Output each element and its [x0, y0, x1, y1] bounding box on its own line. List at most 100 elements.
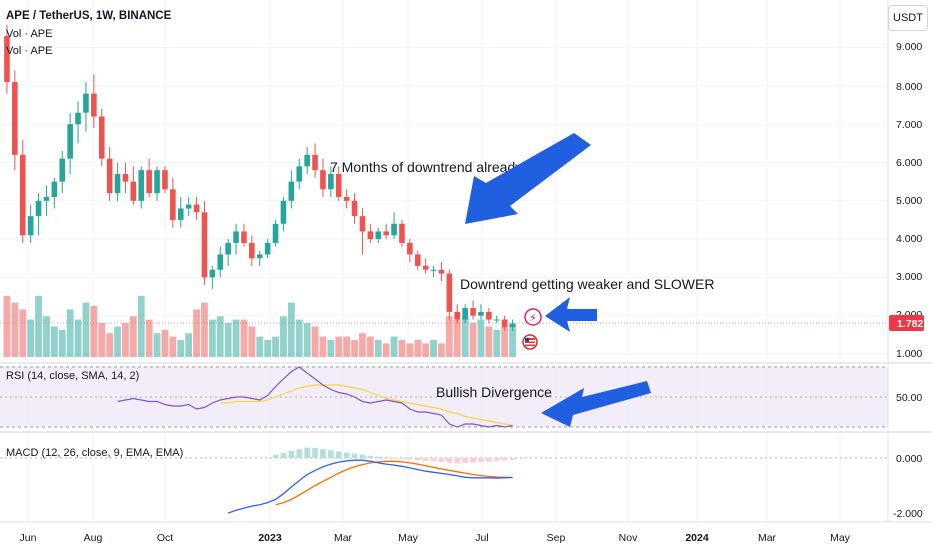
macd-histogram-bar — [462, 458, 468, 464]
arrow-downtrend[interactable] — [465, 133, 591, 224]
volume-bar — [430, 340, 437, 357]
macd-histogram-bar — [288, 450, 295, 458]
candle-body — [35, 200, 42, 217]
candle-body — [217, 254, 224, 270]
macd-histogram-bar — [422, 458, 429, 461]
chart-title[interactable]: APE / TetherUS, 1W, BINANCE — [6, 10, 172, 22]
volume-bar — [201, 302, 208, 357]
annotation-divergence[interactable]: Bullish Divergence — [436, 384, 552, 400]
candle-body — [478, 311, 484, 316]
volume-bar — [390, 336, 398, 357]
annotation-weaker[interactable]: Downtrend getting weaker and SLOWER — [460, 276, 714, 292]
volume-series — [3, 295, 516, 357]
time-label: Jul — [475, 532, 488, 544]
candle-body — [328, 173, 334, 190]
candle-body — [146, 170, 152, 194]
volume-bar — [264, 340, 272, 357]
volume-bar — [303, 323, 311, 357]
price-axis[interactable]: 9.000 8.000 7.000 6.000 5.000 4.000 3.00… — [889, 41, 924, 360]
candle-body — [233, 231, 239, 243]
macd-histogram-bar — [486, 458, 492, 462]
price-tick: 8.000 — [896, 81, 922, 93]
macd-histogram-bar — [470, 458, 476, 463]
arrow-weaker[interactable] — [545, 297, 597, 332]
time-label: Aug — [84, 532, 103, 544]
macd-histogram-bar — [335, 451, 342, 458]
dividend-marker-icon[interactable] — [524, 308, 542, 326]
time-label: Jun — [20, 532, 37, 544]
volume-bar — [493, 329, 501, 357]
volume-bar — [469, 323, 477, 357]
time-label: Oct — [157, 532, 173, 544]
candle-body — [59, 158, 66, 182]
macd-tick: -2.000 — [893, 508, 923, 520]
candle-body — [375, 231, 382, 240]
volume-bar — [422, 343, 430, 357]
macd-histogram-bar — [367, 455, 374, 458]
time-label: May — [398, 532, 419, 544]
candle-body — [241, 231, 247, 243]
price-tick: 6.000 — [896, 157, 922, 169]
volume-bar — [335, 336, 343, 357]
candle-body — [209, 269, 216, 278]
candle-body — [91, 93, 97, 117]
candle-body — [75, 112, 81, 125]
macd-histogram-bar — [328, 450, 334, 458]
us-flag-stripes — [525, 343, 535, 345]
volume-bar — [224, 323, 232, 357]
volume-bar — [58, 329, 66, 357]
volume-bar — [11, 302, 19, 357]
candle-body — [383, 231, 389, 236]
volume-bar — [248, 326, 256, 357]
volume-indicator-label[interactable]: Vol · APE — [6, 28, 53, 40]
candle-body — [130, 181, 137, 201]
volume-bar — [453, 319, 461, 357]
time-axis[interactable]: Jun Aug Oct 2023 Mar May Jul Sep Nov 202… — [20, 532, 851, 544]
arrow-divergence[interactable] — [541, 381, 651, 427]
volume-bar — [161, 329, 169, 357]
candle-body — [343, 196, 350, 201]
macd-histogram-bar — [493, 458, 500, 462]
rsi-series — [117, 366, 513, 428]
rsi-line — [117, 366, 513, 428]
macd-histogram-bar — [438, 458, 445, 462]
macd-histogram-bar — [272, 454, 279, 458]
candle-body — [225, 242, 231, 255]
volume-bar — [169, 336, 177, 357]
candle-body — [422, 265, 429, 270]
candle-body — [493, 319, 500, 321]
volume-bar — [74, 319, 82, 357]
candle-body — [351, 200, 358, 217]
macd-histogram-bar — [296, 449, 303, 458]
candle-body — [272, 223, 279, 243]
volume-bar — [359, 333, 366, 357]
macd-histogram-bar — [414, 458, 421, 461]
rsi-indicator-label[interactable]: RSI (14, close, SMA, 14, 2) — [6, 370, 140, 382]
current-price-label: 1.782 — [897, 318, 923, 330]
candle-body — [67, 124, 73, 159]
candle-body — [280, 200, 287, 224]
candle-body — [430, 269, 437, 271]
currency-selector-button[interactable]: USDT — [888, 5, 928, 31]
candle-body — [12, 82, 18, 155]
macd-histogram-bar — [359, 454, 366, 458]
volume-bar — [43, 316, 50, 357]
candle-body — [367, 231, 374, 240]
price-tick: 9.000 — [896, 41, 922, 53]
candle-body — [256, 254, 263, 259]
macd-indicator-label[interactable]: MACD (12, 26, close, 9, EMA, EMA) — [6, 447, 184, 459]
candle-body — [414, 254, 421, 266]
macd-histogram-bar — [501, 458, 508, 461]
annotation-downtrend[interactable]: 7 Months of downtrend already — [330, 159, 522, 175]
price-tick: 7.000 — [896, 119, 922, 131]
rsi-tick: 50.00 — [896, 392, 922, 404]
macd-histogram-bar — [478, 458, 484, 463]
macd-histogram-bar — [430, 458, 437, 462]
volume-indicator-label[interactable]: Vol · APE — [6, 45, 53, 57]
volume-bar — [240, 319, 248, 357]
macd-series — [227, 447, 516, 514]
candle-body — [391, 223, 397, 236]
candle-body — [106, 158, 113, 194]
macd-histogram-bar — [446, 458, 453, 463]
volume-bar — [35, 295, 42, 357]
